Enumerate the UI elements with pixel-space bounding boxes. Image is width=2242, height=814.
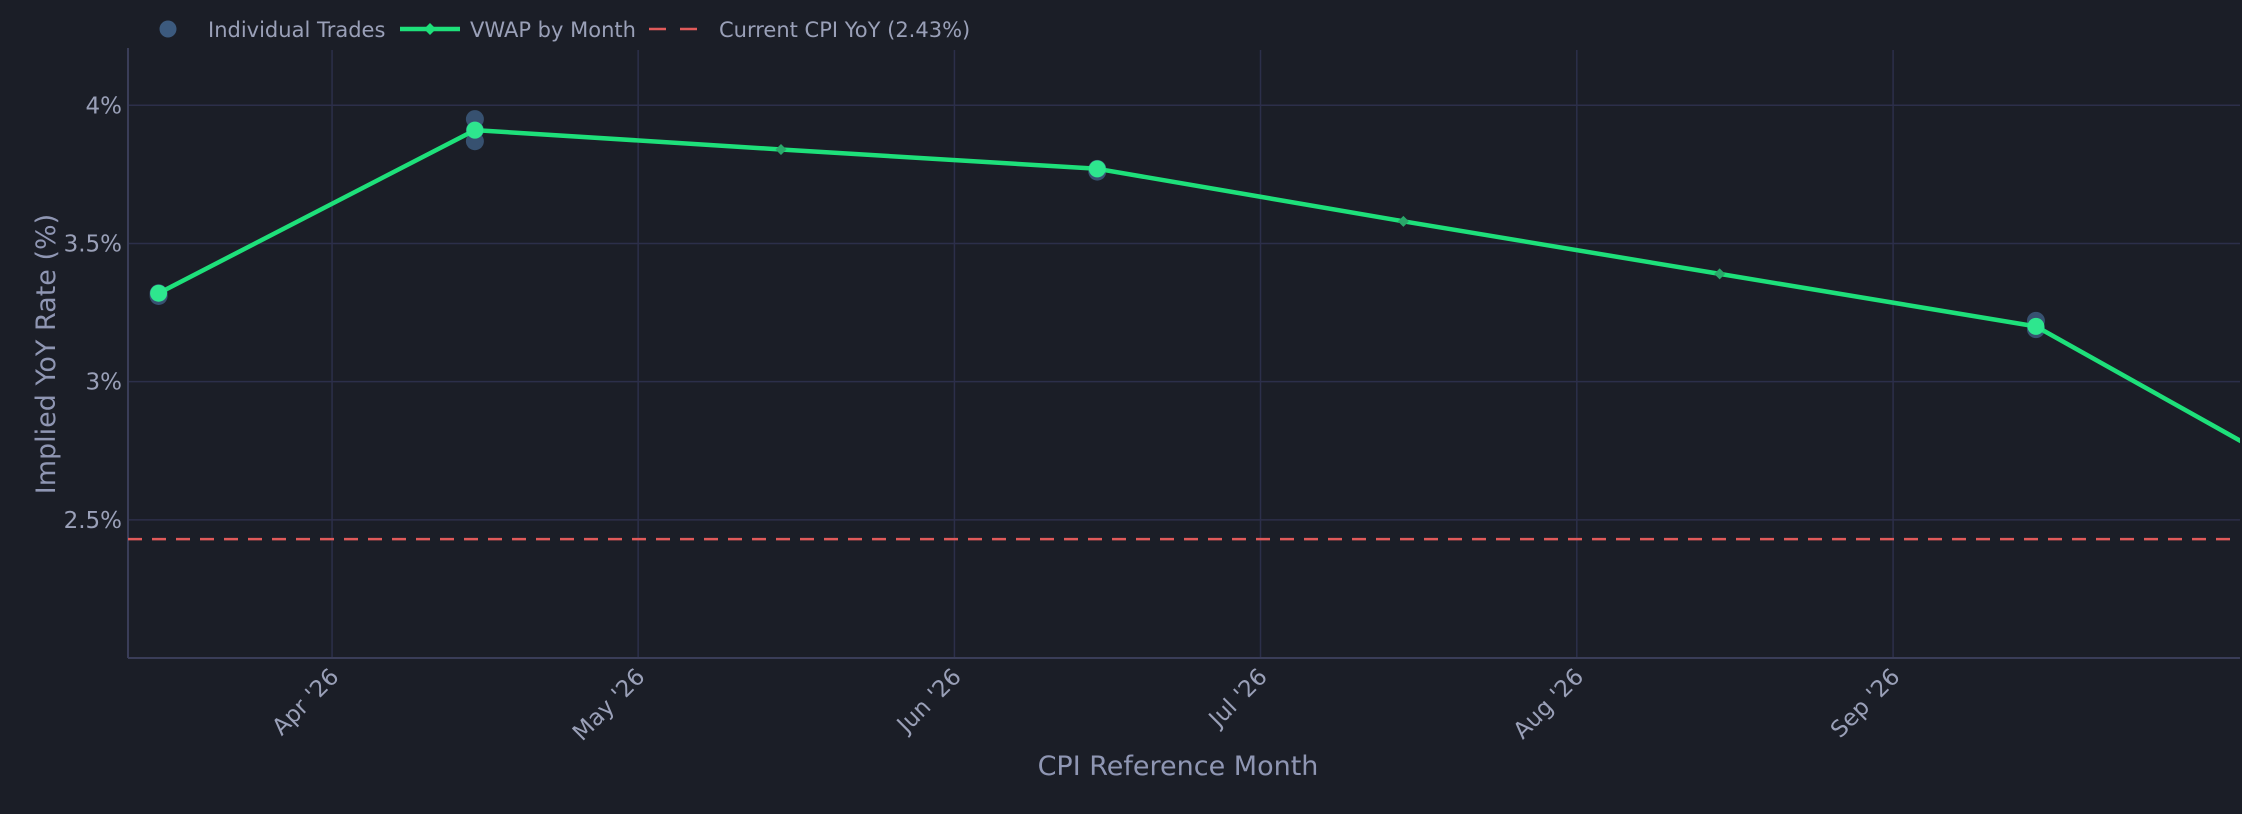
- chart-modebar[interactable]: [1942, 0, 2242, 6]
- vwap-point[interactable]: [1088, 160, 1106, 178]
- x-axis-title: CPI Reference Month: [1038, 751, 1319, 782]
- vwap-point[interactable]: [1714, 268, 1726, 280]
- vwap-point[interactable]: [466, 121, 484, 139]
- legend-label: Current CPI YoY (2.43%): [719, 18, 970, 42]
- vwap-point[interactable]: [1397, 215, 1409, 227]
- x-tick-label: May '26: [568, 664, 650, 746]
- vwap-line: [157, 127, 2240, 444]
- legend-item[interactable]: VWAP by Month: [400, 18, 636, 42]
- legend[interactable]: Individual Trades VWAP by Month Current CP…: [159, 18, 971, 42]
- vwap-point[interactable]: [150, 284, 168, 302]
- y-tick-label: 3%: [86, 370, 123, 396]
- axes: Apr '26 May '26 Jun '26 Jul '26 Aug '26 Sep '…: [64, 48, 2240, 746]
- plot-area: [128, 110, 2240, 541]
- y-axis-title: Implied YoY Rate (%): [31, 214, 62, 494]
- x-tick-label: Jun '26: [891, 664, 967, 740]
- legend-item[interactable]: Individual Trades: [159, 18, 386, 42]
- vwap-point[interactable]: [775, 143, 787, 155]
- y-tick-label: 4%: [86, 93, 123, 119]
- y-tick-label: 3.5%: [64, 231, 122, 257]
- x-tick-label: Aug '26: [1509, 664, 1589, 744]
- x-tick-label: Sep '26: [1826, 664, 1905, 743]
- grid: [128, 50, 2240, 658]
- x-tick-label: Jul '26: [1203, 664, 1273, 734]
- legend-label: Individual Trades: [208, 18, 385, 42]
- x-tick-label: Apr '26: [267, 664, 344, 741]
- vwap-point[interactable]: [2027, 317, 2045, 335]
- legend-label: VWAP by Month: [470, 18, 636, 42]
- y-tick-label: 2.5%: [64, 508, 122, 534]
- legend-swatch-diamond: [424, 23, 436, 35]
- legend-item[interactable]: Current CPI YoY (2.43%): [649, 18, 970, 42]
- legend-swatch-circle: [159, 20, 177, 38]
